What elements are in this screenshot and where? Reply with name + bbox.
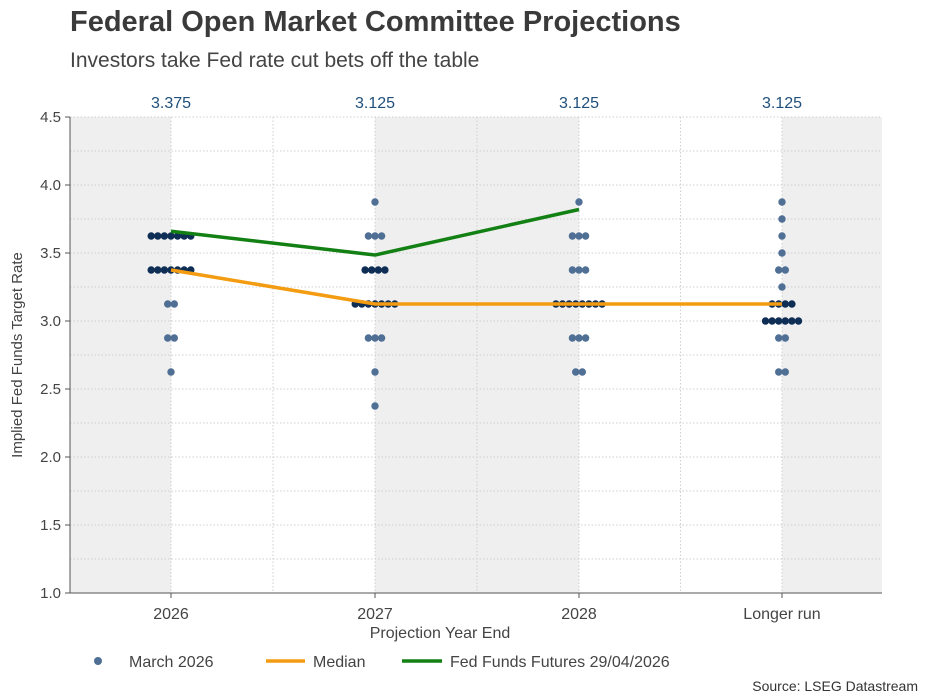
projection-dot (173, 232, 182, 240)
median-value-label: 3.125 (762, 95, 802, 112)
projection-dot (371, 232, 379, 240)
y-tick-label: 2.0 (40, 449, 61, 466)
y-axis-title: Implied Fed Funds Target Rate (9, 252, 26, 458)
projection-dot (170, 334, 178, 342)
projection-dot (164, 334, 172, 342)
futures-line (170, 207, 580, 257)
chart-title: Federal Open Market Committee Projection… (70, 6, 681, 38)
projection-dot (361, 266, 369, 274)
background-band (782, 117, 882, 593)
legend-label-dots: March 2026 (129, 654, 214, 671)
projection-dot (377, 334, 386, 342)
projection-dot (575, 198, 583, 206)
projection-dot (781, 368, 789, 376)
x-tick-label: 2027 (357, 606, 393, 623)
projection-dot (575, 232, 583, 240)
projection-dot (794, 317, 803, 325)
projection-dot (371, 334, 379, 342)
projection-dot (568, 232, 577, 240)
chart-subtitle: Investors take Fed rate cut bets off the… (70, 49, 480, 72)
projection-dot (371, 368, 379, 376)
projection-dot (578, 368, 586, 376)
projection-dot (160, 232, 169, 240)
projection-dot (761, 317, 770, 325)
projection-dot (788, 317, 796, 325)
projection-dot (775, 317, 783, 325)
projection-dot (768, 317, 776, 325)
y-tick-label: 4.5 (40, 109, 61, 126)
projection-dot (154, 266, 162, 274)
projection-dot (781, 317, 789, 325)
projection-dot (778, 283, 786, 291)
projection-dot (160, 266, 169, 274)
projection-dot (581, 266, 590, 274)
y-tick-label: 1.5 (40, 517, 61, 534)
legend-dot-marker (94, 657, 102, 665)
projection-dot (775, 266, 783, 274)
median-value-label: 3.125 (355, 95, 395, 112)
projection-dot (164, 300, 172, 308)
y-tick-label: 4.0 (40, 177, 61, 194)
legend-label-futures: Fed Funds Futures 29/04/2026 (450, 654, 670, 671)
projection-dot (778, 198, 786, 206)
source-note: Source: LSEG Datastream (752, 678, 918, 694)
x-tick-label: 2028 (561, 606, 597, 623)
projection-dot (170, 300, 178, 308)
projection-dot (575, 266, 583, 274)
median-line (170, 268, 782, 306)
projection-dot (775, 334, 783, 342)
legend-label-median: Median (313, 654, 365, 671)
projection-dot (364, 232, 373, 240)
projection-dot (371, 198, 379, 206)
projection-dot (147, 266, 155, 274)
projection-dot (154, 232, 162, 240)
projection-dot (568, 266, 577, 274)
projection-dot (368, 266, 376, 274)
projection-dot (781, 334, 789, 342)
projection-dot (775, 368, 783, 376)
projection-dot (572, 368, 580, 376)
projection-dot (781, 300, 789, 308)
projection-dot (575, 334, 583, 342)
projection-dot (167, 368, 175, 376)
projection-dot (377, 232, 386, 240)
y-tick-label: 3.0 (40, 313, 61, 330)
x-axis-title: Projection Year End (370, 625, 511, 642)
y-tick-label: 1.0 (40, 585, 61, 602)
projection-dot (147, 232, 155, 240)
y-tick-label: 3.5 (40, 245, 61, 262)
median-value-label: 3.125 (559, 95, 599, 112)
median-value-label: 3.375 (151, 95, 191, 112)
projection-dot (374, 266, 382, 274)
projection-dot (364, 334, 373, 342)
x-tick-label: 2026 (153, 606, 189, 623)
projection-dot (778, 232, 786, 240)
projection-dot (381, 266, 389, 274)
projection-dot (371, 402, 379, 410)
projection-dot (581, 334, 590, 342)
projection-dot (778, 249, 786, 257)
projection-dot (781, 266, 789, 274)
x-tick-label: Longer run (743, 606, 820, 623)
projection-dot (568, 334, 577, 342)
projection-dot (581, 232, 590, 240)
projection-dot (778, 215, 786, 223)
projection-dot (167, 232, 175, 240)
projection-dot (788, 300, 796, 308)
y-tick-label: 2.5 (40, 381, 61, 398)
